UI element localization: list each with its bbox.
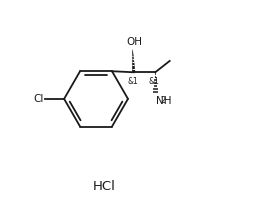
Text: OH: OH [127,36,143,47]
Text: Cl: Cl [33,94,44,104]
Text: HCl: HCl [93,180,116,193]
Text: 2: 2 [161,96,166,105]
Polygon shape [132,50,135,72]
Text: &1: &1 [127,77,138,86]
Text: &1: &1 [149,77,160,86]
Text: NH: NH [156,96,171,106]
